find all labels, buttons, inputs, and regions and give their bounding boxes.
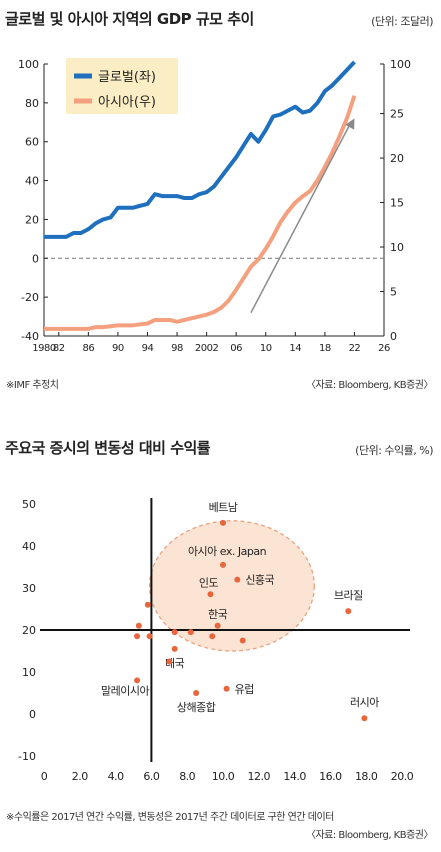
y-left-tick-label: 0: [32, 252, 39, 265]
y-left-tick-label: 100: [18, 58, 39, 71]
scatter-point-4: [214, 622, 221, 629]
point-label: 베트남: [209, 501, 238, 514]
trend-arrow-line: [250, 123, 352, 314]
x-tick-label: 2002: [195, 343, 219, 354]
scatter-point: [239, 637, 246, 644]
x-tick-label: 18.0: [355, 770, 378, 783]
trend-arrow-head: [345, 118, 355, 130]
y-left-tick-label: -20: [21, 291, 39, 304]
y-tick-label: 50: [22, 498, 36, 511]
x-tick-label: 12.0: [248, 770, 271, 783]
scatter-point: [171, 629, 178, 636]
scatter-point-10: [361, 715, 368, 722]
chart2-unit: (단위: 수익률, %): [355, 444, 433, 457]
x-tick-label: 06: [230, 343, 242, 354]
y-right-tick-label: 0: [390, 330, 397, 343]
x-tick-label: 0: [41, 770, 48, 783]
y-right-tick-label: 100: [390, 58, 411, 71]
x-tick-label: 10.0: [212, 770, 235, 783]
y-right-tick-label: 5: [390, 286, 397, 299]
y-left-tick-label: 20: [25, 213, 39, 226]
chart2-note: ※수익률은 2017년 연간 수익률, 변동성은 2017년 주간 데이터로 구…: [6, 812, 334, 823]
y-left-tick-label: 60: [25, 136, 39, 149]
highlight-ellipse: [148, 520, 315, 652]
x-tick-label: 22: [349, 343, 361, 354]
x-tick-label: 94: [142, 343, 154, 354]
series-line-global: [44, 60, 356, 239]
scatter-point-0: [220, 519, 226, 526]
point-label: 말레이시아: [101, 684, 149, 697]
scatter-point: [187, 629, 194, 636]
x-tick-label: 1980: [32, 343, 56, 354]
x-tick-label: 14.0: [283, 770, 306, 783]
x-tick-label: 26: [378, 343, 390, 354]
chart2-title: 주요국 증시의 변동성 대비 수익률: [5, 439, 211, 457]
y-tick-label: 10: [22, 666, 36, 679]
y-tick-label: 0: [29, 708, 36, 721]
x-tick-label: 2.0: [72, 770, 88, 783]
scatter-point: [209, 633, 216, 640]
scatter-point: [135, 622, 142, 629]
chart1-source: 〈자료: Bloomberg, KB증권〉: [305, 380, 434, 391]
point-label: 한국: [208, 608, 228, 621]
chart2-source: 〈자료: Bloomberg, KB증권〉: [305, 830, 434, 841]
scatter-point: [134, 633, 141, 640]
point-label: 신흥국: [245, 573, 274, 587]
y-right-tick-label: 10: [390, 241, 404, 254]
chart1-note: ※IMF 추정치: [6, 380, 59, 391]
x-tick-label: 6.0: [143, 770, 159, 783]
x-tick-label: 14: [289, 343, 301, 354]
point-label: 브라질: [334, 589, 363, 602]
chart1-title: 글로벌 및 아시아 지역의 GDP 규모 추이: [5, 10, 254, 28]
point-label: 유럽: [235, 682, 254, 696]
x-tick-label: 86: [82, 343, 94, 354]
scatter-point-3: [207, 591, 214, 598]
scatter-point-5: [345, 608, 352, 615]
y-tick-label: 30: [22, 582, 36, 595]
series-line-asia: [44, 95, 357, 331]
point-label: 아시아 ex. Japan: [188, 545, 267, 558]
chart1-unit: (단위: 조달러): [371, 15, 433, 28]
scatter-point: [166, 658, 173, 665]
x-tick-label: 18: [319, 343, 331, 354]
scatter-point: [146, 633, 153, 640]
point-label: 러시아: [350, 696, 379, 709]
x-tick-label: 10: [260, 343, 272, 354]
return-vs-volatility-chart: -10 0 10 20 30 40 50 0 2.0 4.0 6.0 8.0 10.0 12.0 14.0 1…: [18, 498, 414, 783]
x-tick-label: 20.0: [391, 770, 414, 783]
y-tick-label: 20: [22, 624, 36, 637]
scatter-point: [144, 601, 151, 608]
y-left-tick-label: 80: [25, 97, 39, 110]
scatter-point-8: [193, 690, 200, 696]
y-tick-label: -10: [18, 750, 36, 763]
y-right-tick-label: 25: [390, 108, 404, 121]
legend: 글로벌(좌) 아시아(우): [66, 58, 178, 114]
y-tick-label: 40: [22, 540, 36, 553]
scatter-point-6: [171, 645, 178, 652]
scatter-point-7: [134, 677, 141, 684]
legend-label-global: 글로벌(좌): [98, 70, 156, 85]
x-tick-label: 90: [112, 343, 124, 354]
scatter-point-2: [234, 576, 241, 583]
y-left-tick-label: 40: [25, 175, 39, 188]
y-right-tick-label: 20: [390, 152, 404, 165]
y-right-tick-label: 15: [390, 197, 404, 210]
point-label: 상해종합: [177, 700, 216, 714]
legend-label-asia: 아시아(우): [98, 95, 156, 110]
x-tick-label: 98: [171, 343, 183, 354]
y-left-tick-label: -40: [21, 330, 39, 343]
x-tick-label: 4.0: [108, 770, 124, 783]
scatter-point-1: [220, 561, 226, 568]
scatter-point-9: [223, 685, 230, 692]
x-tick-label: 8.0: [179, 770, 195, 783]
point-label: 인도: [199, 576, 219, 589]
x-tick-label: 82: [53, 343, 65, 354]
x-tick-label: 16.0: [319, 770, 342, 783]
legend-box: [66, 58, 178, 114]
